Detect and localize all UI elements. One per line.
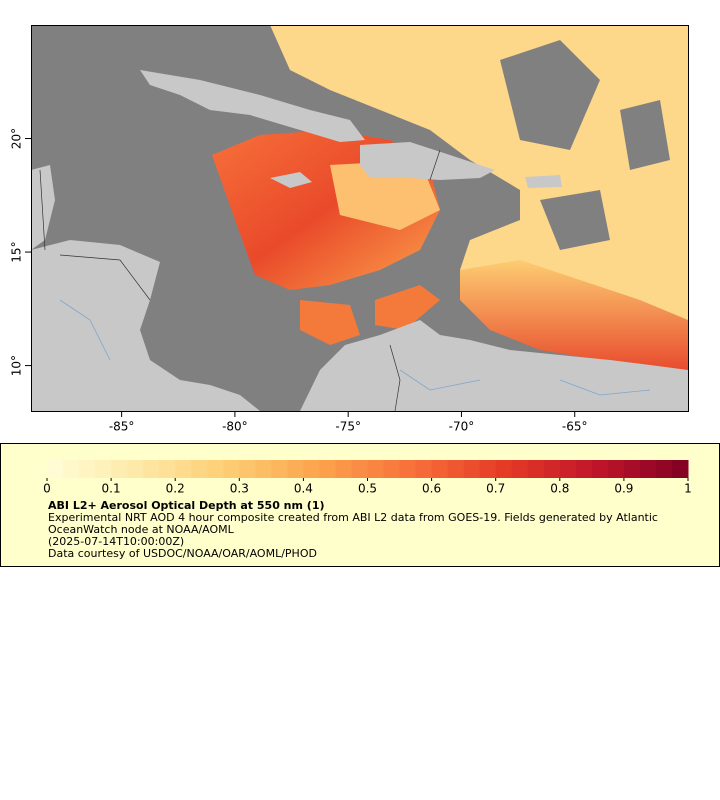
- colorbar-cell: [47, 460, 64, 478]
- map-frame: [31, 25, 689, 412]
- colorbar-cell: [319, 460, 336, 478]
- y-tick-label: 20°: [10, 128, 24, 149]
- colorbar-cell: [159, 460, 176, 478]
- colorbar-tick-label: 0.8: [550, 482, 569, 496]
- colorbar-cell: [559, 460, 577, 478]
- colorbar-cell: [383, 460, 401, 478]
- colorbar-cell: [575, 460, 593, 478]
- colorbar-tick-label: 1: [684, 482, 692, 496]
- colorbar-cell: [639, 460, 657, 478]
- colorbar-cell: [239, 460, 256, 478]
- colorbar-cell: [463, 460, 481, 478]
- colorbar-cell: [335, 460, 352, 478]
- colorbar-tick-label: 0.1: [102, 482, 121, 496]
- map: [31, 25, 688, 411]
- y-tick-label: 15°: [10, 241, 24, 262]
- colorbar-tick-label: 0.6: [422, 482, 441, 496]
- y-tick-label: 10°: [10, 355, 24, 376]
- land-yucatan: [31, 165, 55, 250]
- legend-text: ABI L2+ Aerosol Optical Depth at 550 nm …: [48, 500, 698, 560]
- colorbar-cell: [495, 460, 513, 478]
- x-tick-label: -70°: [449, 420, 475, 434]
- colorbar-cell: [367, 460, 385, 478]
- rivers: [59, 299, 651, 396]
- colorbar-cell: [127, 460, 144, 478]
- colorbar-tick-label: 0.3: [230, 482, 249, 496]
- colorbar-cell: [479, 460, 497, 478]
- colorbar-tick-label: 0.7: [486, 482, 505, 496]
- land-puerto-rico: [525, 175, 562, 188]
- colorbar-cell: [207, 460, 224, 478]
- colorbar-cell: [431, 460, 449, 478]
- colorbar-cell: [655, 460, 673, 478]
- x-tick-label: -85°: [109, 420, 135, 434]
- land-cuba: [140, 70, 365, 142]
- colorbar-cell: [63, 460, 80, 478]
- colorbar-cell: [255, 460, 272, 478]
- aod-gap: [500, 40, 670, 250]
- colorbar-cell: [399, 460, 417, 478]
- colorbar-tick-label: 0: [43, 482, 51, 496]
- colorbar-cell: [303, 460, 320, 478]
- colorbar-cell: [415, 460, 433, 478]
- colorbar-cell: [671, 460, 689, 478]
- colorbar-cell: [287, 460, 304, 478]
- land-hispaniola: [360, 142, 495, 180]
- colorbar-cell: [191, 460, 208, 478]
- colorbar-cell: [623, 460, 641, 478]
- colorbar-cell: [143, 460, 160, 478]
- colorbar-cell: [223, 460, 240, 478]
- land-jamaica: [270, 172, 312, 188]
- colorbar-cell: [111, 460, 128, 478]
- colorbar-cell: [527, 460, 545, 478]
- x-tick-label: -65°: [562, 420, 588, 434]
- x-tick-label: -80°: [222, 420, 248, 434]
- colorbar-cell: [351, 460, 368, 478]
- colorbar-cell: [175, 460, 192, 478]
- borders: [39, 149, 441, 411]
- land-central-america: [31, 240, 260, 411]
- colorbar-cell: [95, 460, 112, 478]
- colorbar-tick-label: 0.9: [614, 482, 633, 496]
- colorbar-tick-label: 0.5: [358, 482, 377, 496]
- x-tick-label: -75°: [335, 420, 361, 434]
- colorbar-cell: [511, 460, 529, 478]
- note: (2025-07-14T10:00:00Z): [48, 535, 185, 548]
- colorbar-tick-label: 0.4: [294, 482, 313, 496]
- note: Experimental NRT AOD 4 hour composite cr…: [48, 511, 658, 536]
- colorbar-cell: [447, 460, 465, 478]
- colorbar-title: ABI L2+ Aerosol Optical Depth at 550 nm …: [48, 499, 325, 512]
- colorbar-cell: [79, 460, 96, 478]
- colorbar-tick-label: 0.2: [166, 482, 185, 496]
- land-south-america: [300, 320, 688, 411]
- colorbar-cell: [271, 460, 288, 478]
- colorbar-cell: [607, 460, 625, 478]
- colorbar-cell: [543, 460, 561, 478]
- aod-field-south: [460, 260, 688, 385]
- note: Data courtesy of USDOC/NOAA/OAR/AOML/PHO…: [48, 547, 317, 560]
- colorbar-cell: [591, 460, 609, 478]
